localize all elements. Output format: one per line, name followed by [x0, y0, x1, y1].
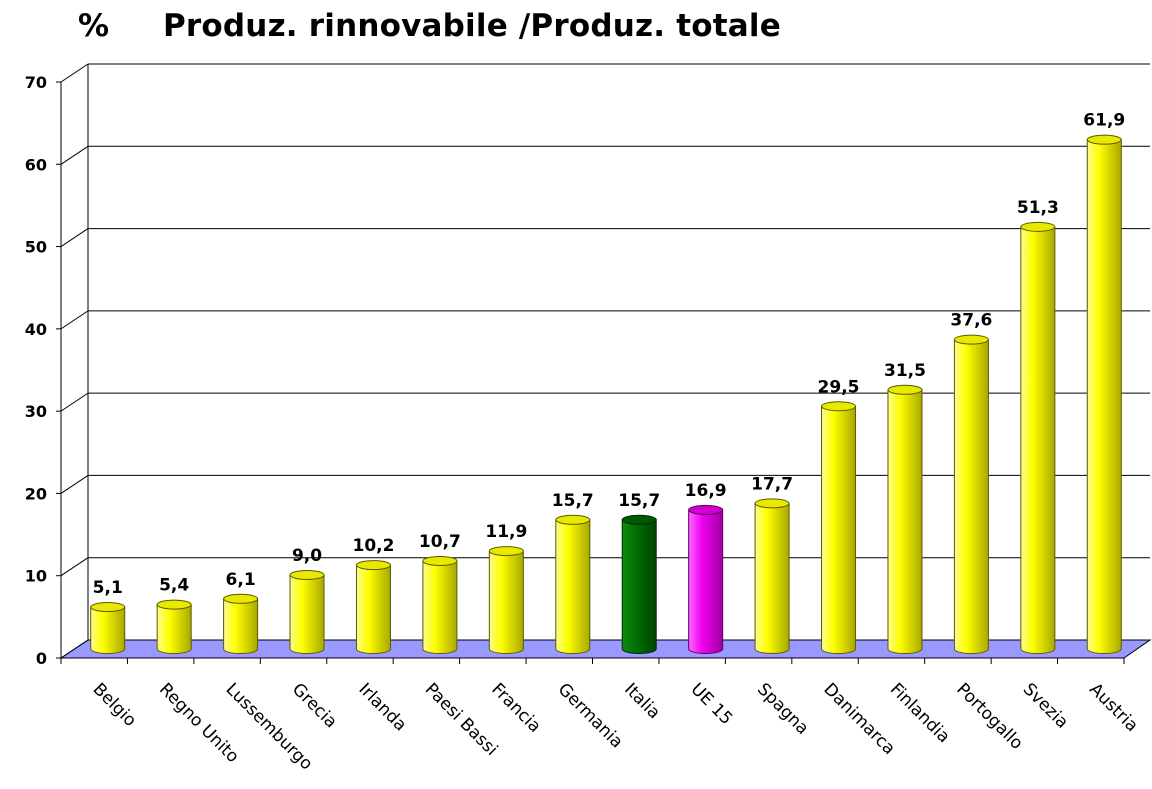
- gridline-diagonal: [61, 64, 88, 82]
- bar-grecia: [290, 570, 324, 653]
- gridline-diagonal: [61, 229, 88, 247]
- bar-body: [1087, 140, 1121, 654]
- data-label: 29,5: [818, 377, 860, 397]
- bar-body: [157, 605, 191, 654]
- bar-top: [356, 561, 390, 570]
- bar-lussemburgo: [224, 594, 258, 653]
- x-tick-label: Italia: [620, 679, 664, 723]
- gridline-diagonal: [61, 475, 88, 493]
- y-tick-label: 30: [25, 402, 47, 421]
- bar-francia: [489, 547, 523, 654]
- y-tick-label: 60: [25, 155, 47, 174]
- bar-body: [755, 503, 789, 653]
- y-tick-label: 40: [25, 320, 47, 339]
- x-tick-label: Germania: [554, 679, 627, 752]
- bar-ue-15: [689, 505, 723, 653]
- bar-body: [1021, 227, 1055, 654]
- gridline-diagonal: [61, 558, 88, 576]
- bar-top: [157, 600, 191, 609]
- bar-top: [489, 547, 523, 556]
- bar-body: [91, 607, 125, 653]
- data-label: 11,9: [485, 522, 527, 542]
- bar-top: [290, 570, 324, 579]
- data-label: 10,7: [419, 532, 461, 552]
- bar-top: [755, 499, 789, 508]
- bar-body: [423, 561, 457, 654]
- bar-portogallo: [954, 335, 988, 653]
- bar-top: [423, 556, 457, 565]
- bar-top: [91, 603, 125, 612]
- data-label: 16,9: [685, 481, 727, 501]
- bar-top: [954, 335, 988, 344]
- y-tick-label: 0: [36, 649, 47, 668]
- bar-top: [888, 385, 922, 394]
- x-tick-label: UE 15: [687, 679, 737, 729]
- data-label: 15,7: [552, 491, 594, 511]
- bar-danimarca: [822, 402, 856, 654]
- bar-top: [622, 515, 656, 524]
- data-label: 61,9: [1083, 111, 1125, 131]
- x-tick-label: Austria: [1085, 679, 1142, 736]
- x-tick-label: Irlanda: [354, 679, 410, 735]
- data-label: 5,4: [159, 576, 189, 596]
- bar-belgio: [91, 603, 125, 654]
- y-tick-label: 20: [25, 484, 47, 503]
- y-tick-label: 70: [25, 73, 47, 92]
- gridline-diagonal: [61, 393, 88, 411]
- data-label: 37,6: [950, 311, 992, 331]
- bar-paesi-bassi: [423, 556, 457, 653]
- x-tick-label: Portogallo: [952, 679, 1026, 753]
- bar-body: [822, 406, 856, 653]
- data-label: 9,0: [292, 546, 322, 566]
- bar-regno-unito: [157, 600, 191, 653]
- y-tick-label: 50: [25, 238, 47, 257]
- data-label: 17,7: [751, 474, 793, 494]
- bar-top: [1021, 222, 1055, 231]
- bar-germania: [556, 515, 590, 653]
- bar-top: [822, 402, 856, 411]
- y-tick-label: 10: [25, 567, 47, 586]
- bar-finlandia: [888, 385, 922, 653]
- bar-spagna: [755, 499, 789, 654]
- gridline-diagonal: [61, 311, 88, 329]
- data-label: 6,1: [226, 570, 256, 590]
- data-label: 5,1: [93, 578, 123, 598]
- bar-body: [489, 551, 523, 653]
- data-label: 10,2: [352, 536, 394, 556]
- gridline-diagonal: [61, 146, 88, 164]
- bar-body: [556, 520, 590, 654]
- data-label: 31,5: [884, 361, 926, 381]
- bar-top: [224, 594, 258, 603]
- bar-body: [954, 340, 988, 654]
- bar-body: [356, 565, 390, 653]
- x-tick-label: Spagna: [753, 679, 812, 738]
- bar-irlanda: [356, 561, 390, 654]
- bar-italia: [622, 515, 656, 653]
- bar-body: [888, 390, 922, 654]
- bar-body: [622, 520, 656, 654]
- data-label: 15,7: [618, 491, 660, 511]
- bar-body: [290, 575, 324, 654]
- bar-top: [1087, 135, 1121, 144]
- bar-body: [224, 599, 258, 654]
- bar-body: [689, 510, 723, 654]
- x-tick-label: Svezia: [1019, 679, 1072, 732]
- x-tick-label: Belgio: [89, 679, 140, 730]
- bar-top: [556, 515, 590, 524]
- bar-top: [689, 505, 723, 514]
- x-tick-label: Finlandia: [886, 679, 954, 747]
- bar-svezia: [1021, 222, 1055, 653]
- x-tick-label: Francia: [487, 679, 544, 736]
- data-label: 51,3: [1017, 198, 1059, 218]
- x-tick-label: Grecia: [288, 679, 341, 732]
- bar-austria: [1087, 135, 1121, 653]
